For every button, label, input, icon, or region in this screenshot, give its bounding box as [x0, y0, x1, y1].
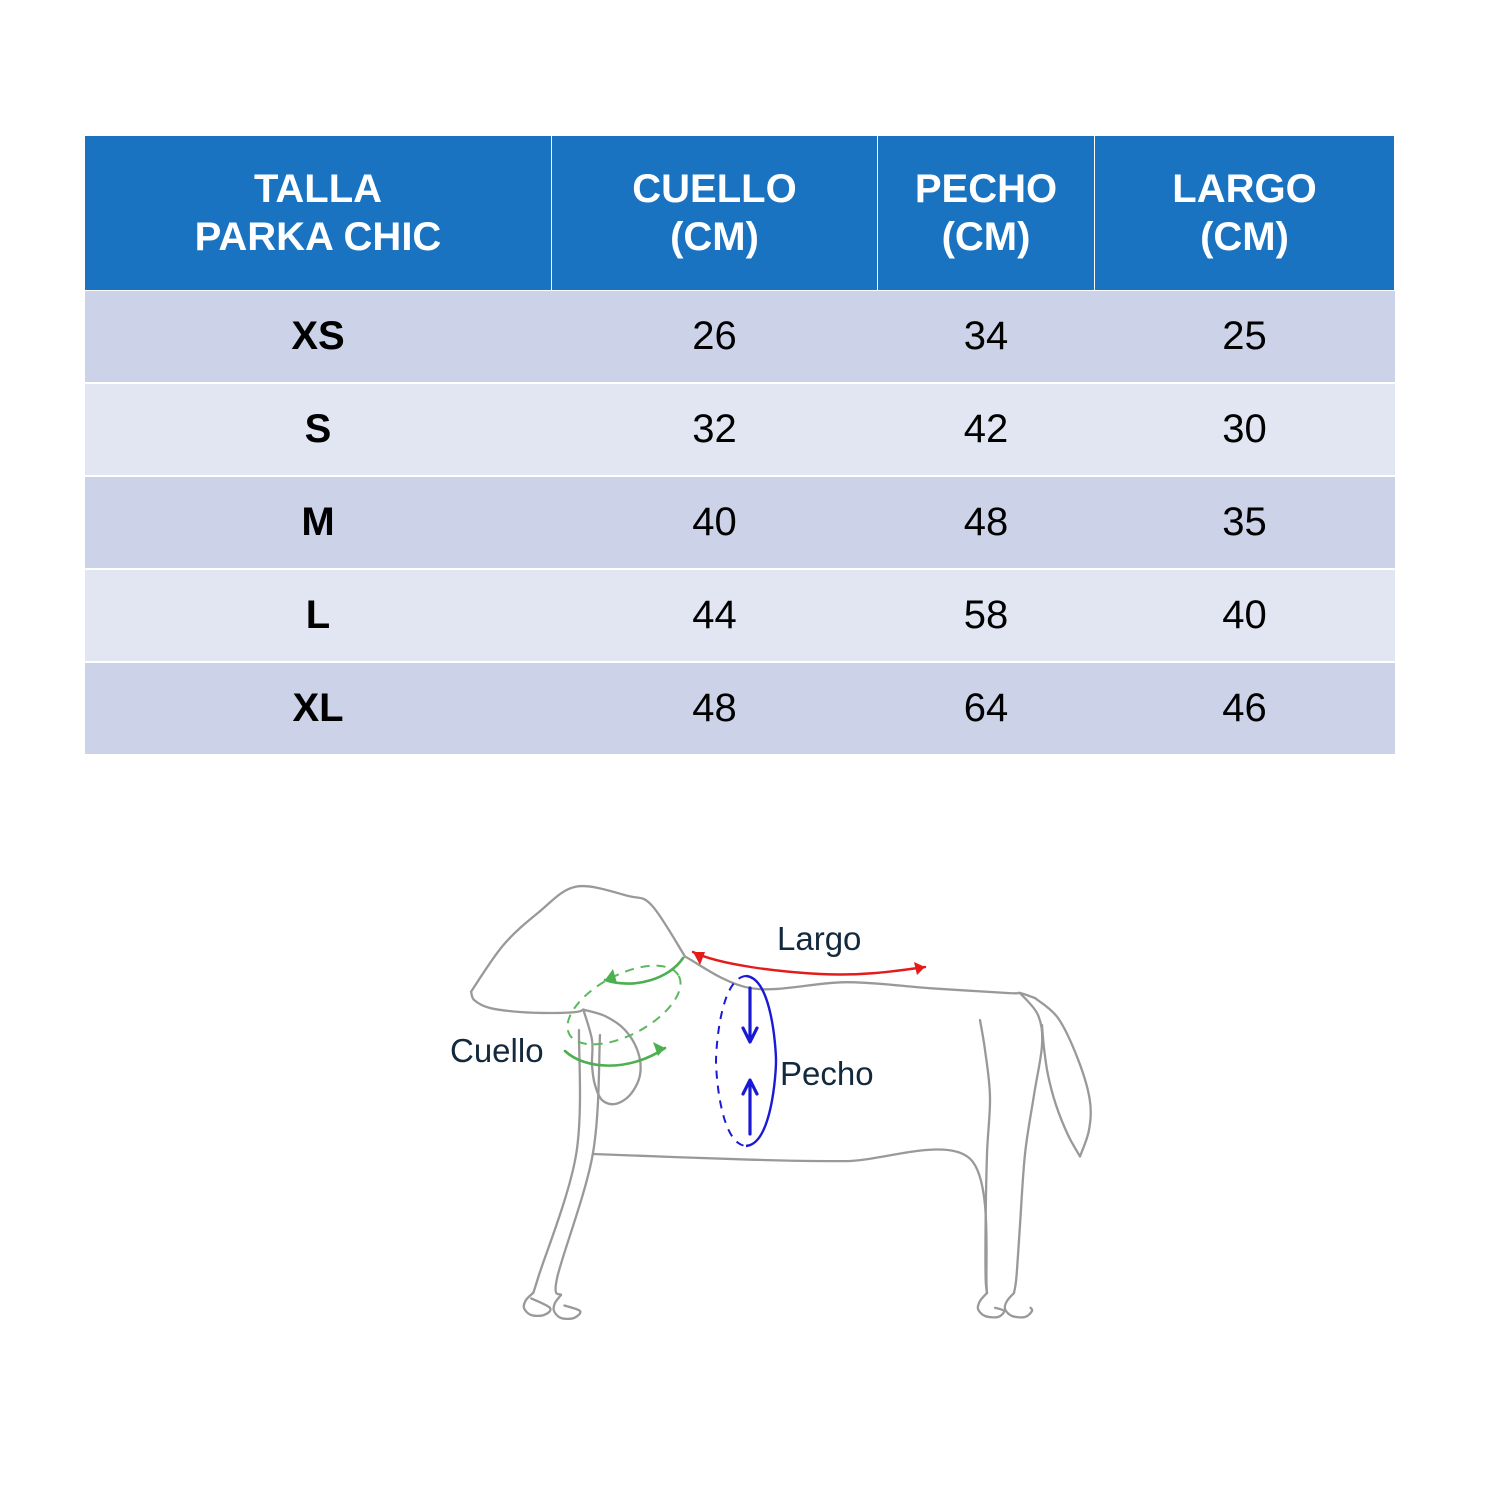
- svg-text:Pecho: Pecho: [780, 1055, 874, 1092]
- svg-text:Cuello: Cuello: [450, 1032, 544, 1069]
- svg-text:Largo: Largo: [777, 920, 861, 957]
